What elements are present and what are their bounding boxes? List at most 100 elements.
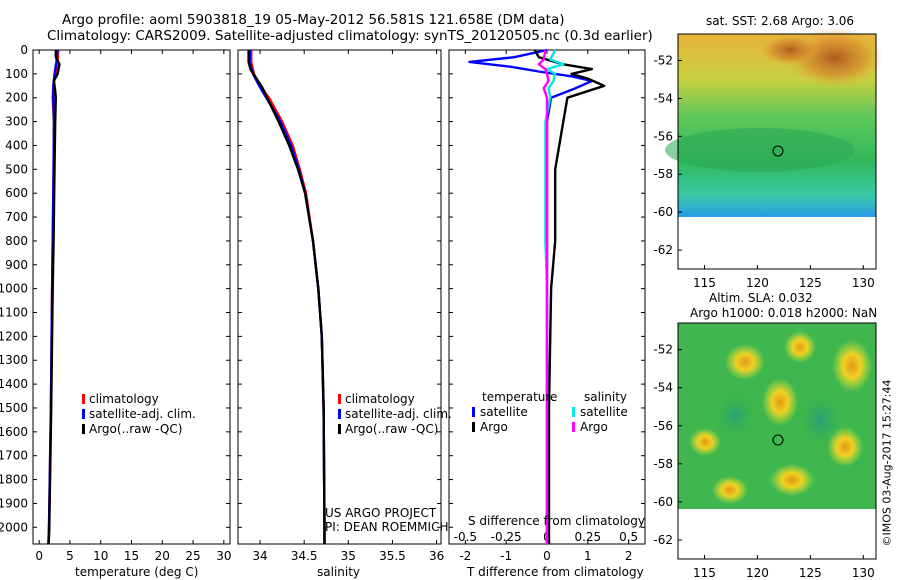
temperature-axes: 0100200300400500600700800900100011001200… xyxy=(0,43,231,563)
y-tick-label: 200 xyxy=(5,91,28,105)
diff-bottom-xlabel: T difference from climatology xyxy=(467,565,644,579)
sla-high-5 xyxy=(689,428,721,456)
x-tick-label: 2 xyxy=(625,549,633,563)
legend-header-temperature: temperature xyxy=(482,390,558,404)
legend-header-salinity: salinity xyxy=(584,390,628,404)
x-tick-label: 1 xyxy=(584,549,592,563)
top-x-tick-label: 0.5 xyxy=(619,530,638,544)
y-tick-label: 1800 xyxy=(0,473,28,487)
map-x-tick-label: 125 xyxy=(799,566,822,580)
x-tick-label: 25 xyxy=(185,549,200,563)
legend-label-sal-satellite: satellite xyxy=(580,405,628,419)
x-tick-label: 35.5 xyxy=(379,549,406,563)
sla-map-title-line1: Altim. SLA: 0.032 xyxy=(709,291,813,305)
y-tick-label: 800 xyxy=(5,234,28,248)
legend-item-argo: Argo(..raw -QC) xyxy=(338,422,452,437)
legend-label-argo: Argo(..raw -QC) xyxy=(89,422,183,436)
y-tick-label: 900 xyxy=(5,258,28,272)
x-tick-label: 30 xyxy=(216,549,231,563)
map-y-tick-label: -56 xyxy=(653,129,673,143)
y-tick-label: 600 xyxy=(5,186,28,200)
y-tick-label: 400 xyxy=(5,138,28,152)
x-tick-label: 36 xyxy=(429,549,444,563)
salinity-legend: climatology satellite-adj. clim. Argo(..… xyxy=(338,392,452,437)
difference-line-temp-satellite xyxy=(468,48,594,544)
legend-item-argo: Argo(..raw -QC) xyxy=(82,422,196,437)
salinity-line-satellite xyxy=(248,49,326,544)
y-tick-label: 1500 xyxy=(0,401,28,415)
legend-label-sal-argo: Argo xyxy=(580,420,608,434)
map-y-tick-label: -62 xyxy=(653,533,673,547)
x-tick-label: 35 xyxy=(341,549,356,563)
map-y-tick-label: -58 xyxy=(653,167,673,181)
top-x-tick-label: 0.25 xyxy=(574,530,601,544)
map-y-tick-label: -60 xyxy=(653,205,673,219)
sla-low-1 xyxy=(798,394,842,446)
x-tick-label: -2 xyxy=(459,549,471,563)
legend-item-temp-argo: Argo xyxy=(472,420,508,435)
x-tick-label: 0 xyxy=(543,549,551,563)
legend-label-climatology: climatology xyxy=(345,392,415,406)
figure-title-line2: Climatology: CARS2009. Satellite-adjuste… xyxy=(47,28,653,44)
map-y-tick-label: -56 xyxy=(653,419,673,433)
legend-item-climatology: climatology xyxy=(82,392,196,407)
y-tick-label: 2000 xyxy=(0,520,28,534)
sla-high-8 xyxy=(712,476,748,504)
salinity-line-argo xyxy=(247,50,326,544)
map-y-tick-label: -54 xyxy=(653,91,673,105)
y-tick-label: 1400 xyxy=(0,377,28,391)
sla-argo-marker xyxy=(772,434,784,446)
sst-warm-patch-2 xyxy=(760,34,820,66)
sst-map-frame xyxy=(677,33,877,270)
credit-line1: US ARGO PROJECT xyxy=(325,506,437,520)
y-tick-label: 1900 xyxy=(0,496,28,510)
map-y-tick-label: -54 xyxy=(653,381,673,395)
map-x-tick-label: 120 xyxy=(746,276,769,290)
difference-axes: -2 -1 0 1 2-0.5 -0.25 0 0.25 0.5 xyxy=(449,49,645,563)
sla-map-ticks: 115 120 125 130 -52 -54 -56 -58 -60 -62 xyxy=(653,343,874,580)
y-tick-label: 1700 xyxy=(0,449,28,463)
temperature-plot-frame xyxy=(32,49,231,545)
difference-line-sal-argo xyxy=(537,49,550,544)
y-tick-label: 1600 xyxy=(0,425,28,439)
top-x-tick-label: -0.5 xyxy=(454,530,477,544)
map-x-tick-label: 130 xyxy=(852,276,875,290)
x-tick-label: 10 xyxy=(93,549,108,563)
x-tick-label: 34 xyxy=(252,549,267,563)
x-tick-label: 34.5 xyxy=(291,549,318,563)
sla-no-data xyxy=(678,509,876,559)
y-tick-label: 300 xyxy=(5,115,28,129)
sst-no-data xyxy=(678,217,876,269)
salinity-xlabel: salinity xyxy=(317,565,361,579)
map-y-tick-label: -58 xyxy=(653,457,673,471)
sla-high-1 xyxy=(832,340,872,392)
y-tick-label: 1200 xyxy=(0,329,28,343)
legend-label-temp-satellite: satellite xyxy=(480,405,528,419)
legend-item-climatology: climatology xyxy=(338,392,452,407)
y-tick-label: 700 xyxy=(5,210,28,224)
sst-map-ticks: 115 120 125 130 -52 -54 -56 -58 -60 -62 xyxy=(653,54,874,290)
y-tick-label: 1000 xyxy=(0,282,28,296)
sla-high-7 xyxy=(770,464,814,496)
sst-map xyxy=(665,28,883,270)
x-tick-label: 5 xyxy=(66,549,74,563)
y-tick-label: 0 xyxy=(20,43,28,57)
x-tick-label: 15 xyxy=(124,549,139,563)
legend-label-temp-argo: Argo xyxy=(480,420,508,434)
x-tick-label: 20 xyxy=(155,549,170,563)
legend-item-sal-argo: Argo xyxy=(572,420,608,435)
sla-map xyxy=(677,322,877,560)
map-y-tick-label: -62 xyxy=(653,243,673,257)
y-tick-label: 500 xyxy=(5,162,28,176)
legend-item-sal-satellite: satellite xyxy=(572,405,628,420)
legend-label-satellite: satellite-adj. clim. xyxy=(345,407,452,421)
sst-cool-band xyxy=(665,128,855,172)
map-x-tick-label: 115 xyxy=(693,566,716,580)
top-x-tick-label: -0.25 xyxy=(491,530,522,544)
map-x-tick-label: 115 xyxy=(693,276,716,290)
map-y-tick-label: -60 xyxy=(653,495,673,509)
x-tick-label: -1 xyxy=(500,549,512,563)
figure-title-line1: Argo profile: aoml 5903818_19 05-May-201… xyxy=(62,12,565,28)
legend-item-satellite: satellite-adj. clim. xyxy=(338,407,452,422)
